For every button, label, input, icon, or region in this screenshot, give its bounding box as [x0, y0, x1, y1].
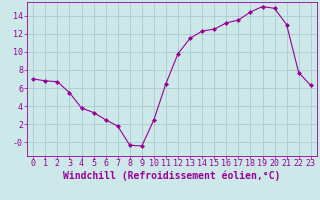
X-axis label: Windchill (Refroidissement éolien,°C): Windchill (Refroidissement éolien,°C)	[63, 171, 281, 181]
